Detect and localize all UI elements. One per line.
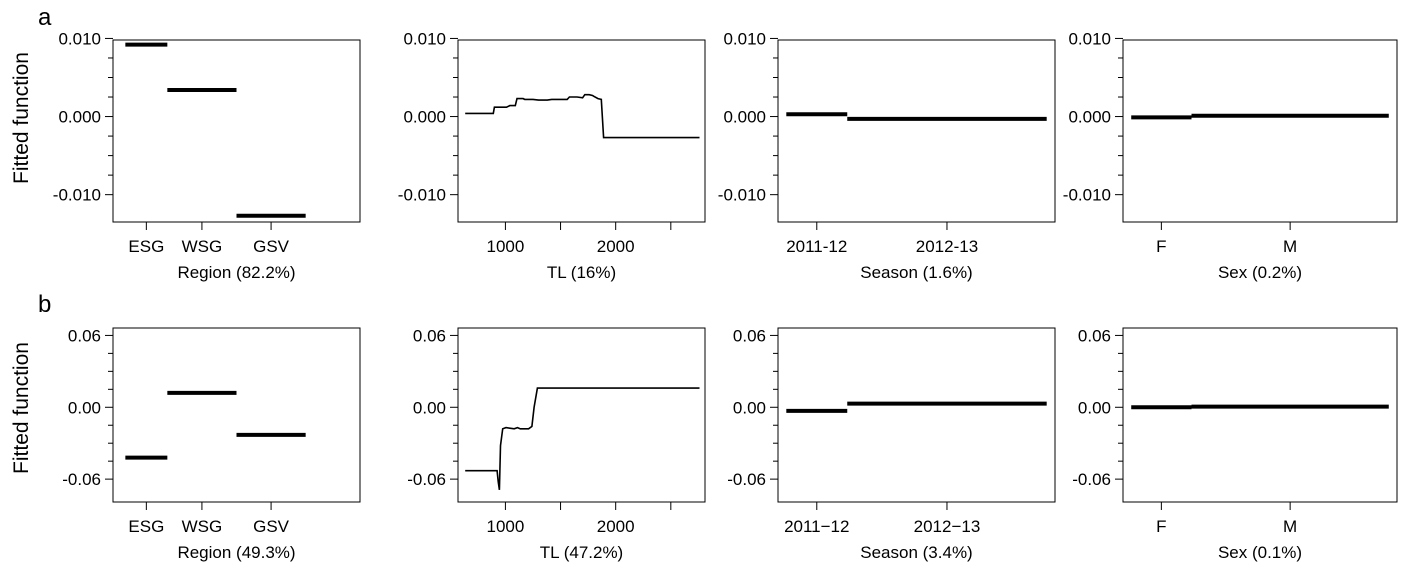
x-tick-label: 2000 — [597, 237, 635, 256]
x-tick-label: GSV — [253, 237, 290, 256]
series-line — [465, 387, 700, 491]
y-tick-label: 0.06 — [68, 326, 101, 345]
x-tick-label: F — [1156, 517, 1166, 536]
y-tick-label: -0.010 — [398, 186, 446, 205]
y-tick-label: -0.06 — [727, 470, 766, 489]
y-tick-label: -0.06 — [62, 470, 101, 489]
panel-a2: 0.010 0.000 -0.010 1000 2000 TL (16%) — [398, 29, 706, 282]
plot-frame — [777, 39, 1056, 223]
y-tick-label: 0.000 — [58, 108, 101, 127]
row-a-letter: a — [38, 4, 52, 31]
x-tick-label: GSV — [253, 517, 290, 536]
plot-frame — [1122, 39, 1398, 223]
x-tick-label: 1000 — [487, 517, 525, 536]
x-axis-label: Sex (0.2%) — [1218, 263, 1302, 282]
y-tick-label: -0.010 — [53, 186, 101, 205]
y-tick-label: 0.00 — [68, 398, 101, 417]
y-tick-label: 0.00 — [413, 398, 446, 417]
x-tick-label: M — [1283, 237, 1297, 256]
panel-b2: 0.06 0.00 -0.06 1000 2000 TL (47.2%) — [407, 326, 706, 562]
series-line — [465, 93, 700, 139]
panel-b4: 0.06 0.00 -0.06 F M Sex (0.1%) — [1072, 326, 1398, 562]
plot-frame — [457, 39, 706, 223]
x-tick-label: 2012-13 — [916, 237, 978, 256]
y-tick-label: 0.010 — [1068, 29, 1111, 48]
y-tick-label: 0.010 — [723, 29, 766, 48]
y-tick-label: 0.010 — [403, 29, 446, 48]
x-tick-label: M — [1283, 517, 1297, 536]
x-axis-label: Sex (0.1%) — [1218, 543, 1302, 562]
x-axis-label: Region (49.3%) — [177, 543, 295, 562]
x-tick-label: 2011-12 — [786, 237, 847, 256]
panel-a3: 0.010 0.000 -0.010 2011-12 2012-13 Season (1.… — [718, 29, 1056, 282]
y-tick-label: 0.00 — [1078, 398, 1111, 417]
y-tick-label: -0.010 — [718, 186, 766, 205]
x-axis-label: Season (1.6%) — [860, 263, 972, 282]
x-tick-label: 2011−12 — [784, 517, 849, 536]
plot-frame — [457, 327, 706, 503]
y-tick-label: 0.06 — [1078, 326, 1111, 345]
x-tick-label: ESG — [128, 237, 164, 256]
panel-b1: 0.06 0.00 -0.06 ESG WSG GSV Region (49.3%) — [62, 326, 361, 562]
x-tick-label: 2000 — [597, 517, 635, 536]
panel-b3: 0.06 0.00 -0.06 2011−12 2012−13 Season (3.4%) — [727, 326, 1056, 562]
x-axis-label: Region (82.2%) — [177, 263, 295, 282]
y-tick-label: 0.000 — [403, 108, 446, 127]
y-tick-label: -0.06 — [1072, 470, 1111, 489]
y-tick-label: 0.000 — [1068, 108, 1111, 127]
x-axis-label: TL (16%) — [547, 263, 616, 282]
x-tick-label: 2012−13 — [914, 517, 981, 536]
x-tick-label: WSG — [182, 517, 223, 536]
x-tick-label: 1000 — [487, 237, 525, 256]
x-tick-label: WSG — [182, 237, 223, 256]
y-tick-label: 0.00 — [733, 398, 766, 417]
row-b-letter: b — [38, 291, 51, 318]
plot-frame — [1122, 327, 1398, 503]
x-axis-label: Season (3.4%) — [860, 543, 972, 562]
y-tick-label: -0.06 — [407, 470, 446, 489]
row-a-ylabel: Fitted function — [10, 52, 33, 184]
y-tick-label: 0.06 — [413, 326, 446, 345]
plot-frame — [112, 327, 361, 503]
panel-a1: 0.010 0.000 -0.010 ESG WSG GSV Region (82.2%) — [53, 29, 361, 282]
y-tick-label: 0.06 — [733, 326, 766, 345]
panel-a4: 0.010 0.000 -0.010 F M Sex (0.2%) — [1063, 29, 1398, 282]
row-b-ylabel: Fitted function — [10, 342, 33, 474]
y-tick-label: 0.000 — [723, 108, 766, 127]
y-tick-label: 0.010 — [58, 29, 101, 48]
y-tick-label: -0.010 — [1063, 186, 1111, 205]
plot-frame — [777, 327, 1056, 503]
x-tick-label: F — [1156, 237, 1166, 256]
x-axis-label: TL (47.2%) — [540, 543, 623, 562]
plot-frame — [112, 39, 361, 223]
x-tick-label: ESG — [128, 517, 164, 536]
